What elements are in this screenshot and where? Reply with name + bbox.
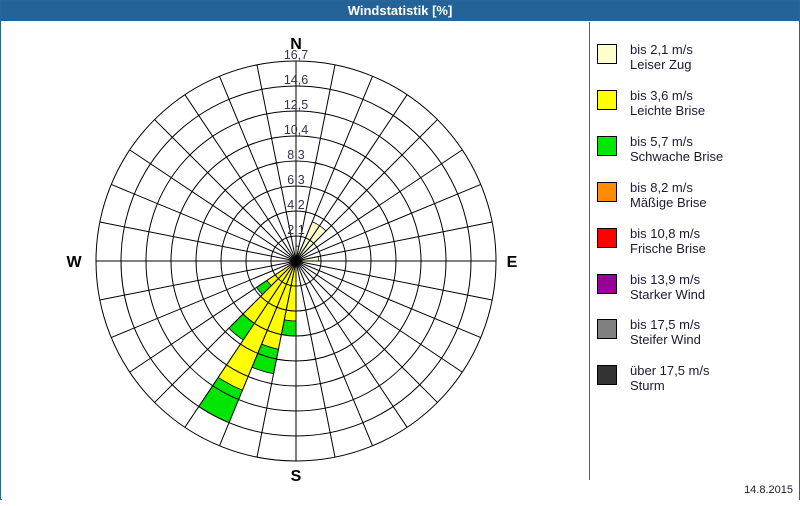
svg-text:W: W [66, 254, 82, 271]
svg-text:12,5: 12,5 [284, 98, 308, 112]
svg-text:4,2: 4,2 [287, 198, 304, 212]
svg-text:10,4: 10,4 [284, 123, 308, 137]
svg-text:8,3: 8,3 [287, 148, 304, 162]
svg-text:6,3: 6,3 [287, 173, 304, 187]
svg-text:N: N [290, 36, 302, 53]
svg-text:E: E [507, 254, 518, 271]
svg-text:2,1: 2,1 [287, 223, 304, 237]
svg-text:14,6: 14,6 [284, 73, 308, 87]
svg-text:S: S [291, 468, 302, 485]
